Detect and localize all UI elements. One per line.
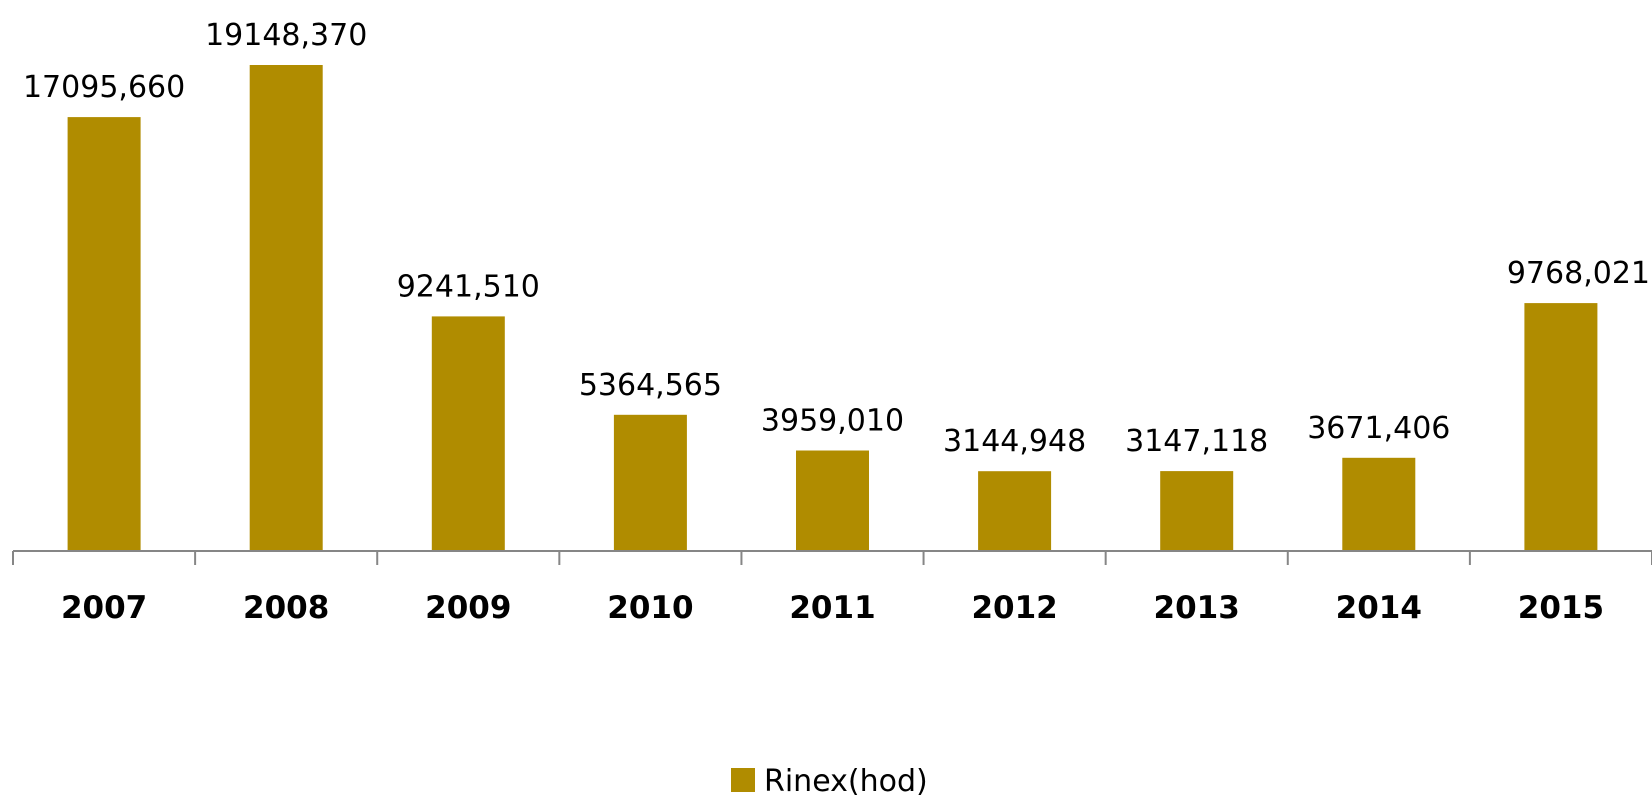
x-tick-label-2015: 2015 [1518, 590, 1604, 626]
data-label-2012: 3144,948 [943, 424, 1086, 459]
x-tick-label-2011: 2011 [789, 590, 875, 626]
x-tick-label-2014: 2014 [1336, 590, 1422, 626]
x-axis-tick-labels: 2007 2008 2009 2010 2011 2012 2013 2014 2015 [61, 590, 1604, 626]
bar-2008 [249, 65, 323, 551]
x-tick-label-2009: 2009 [425, 590, 511, 626]
bar-2007 [67, 117, 141, 551]
data-label-2007: 17095,660 [23, 70, 185, 105]
legend: Rinex(hod) [731, 764, 928, 798]
data-label-2013: 3147,118 [1125, 424, 1268, 459]
value-labels-group: 17095,660 19148,370 9241,510 5364,565 3959,0… [23, 18, 1650, 459]
bar-2015 [1524, 303, 1598, 551]
bar-2009 [431, 316, 505, 551]
x-tick-label-2007: 2007 [61, 590, 147, 626]
legend-label: Rinex(hod) [764, 764, 928, 798]
data-label-2008: 19148,370 [205, 18, 367, 53]
data-label-2009: 9241,510 [397, 269, 540, 304]
data-label-2015: 9768,021 [1507, 256, 1650, 291]
bar-2013 [1160, 471, 1234, 551]
x-tick-label-2008: 2008 [243, 590, 329, 626]
bar-2014 [1342, 457, 1416, 551]
x-tick-label-2010: 2010 [607, 590, 693, 626]
legend-swatch [731, 768, 755, 792]
bars-group [67, 65, 1598, 551]
data-label-2010: 5364,565 [579, 368, 722, 403]
x-tick-label-2013: 2013 [1154, 590, 1240, 626]
x-axis-ticks [12, 551, 1652, 565]
x-tick-label-2012: 2012 [971, 590, 1057, 626]
data-label-2014: 3671,406 [1307, 411, 1450, 446]
bar-2010 [613, 414, 687, 551]
bar-2012 [978, 471, 1052, 551]
bar-2011 [796, 450, 869, 551]
data-label-2011: 3959,010 [761, 404, 904, 439]
